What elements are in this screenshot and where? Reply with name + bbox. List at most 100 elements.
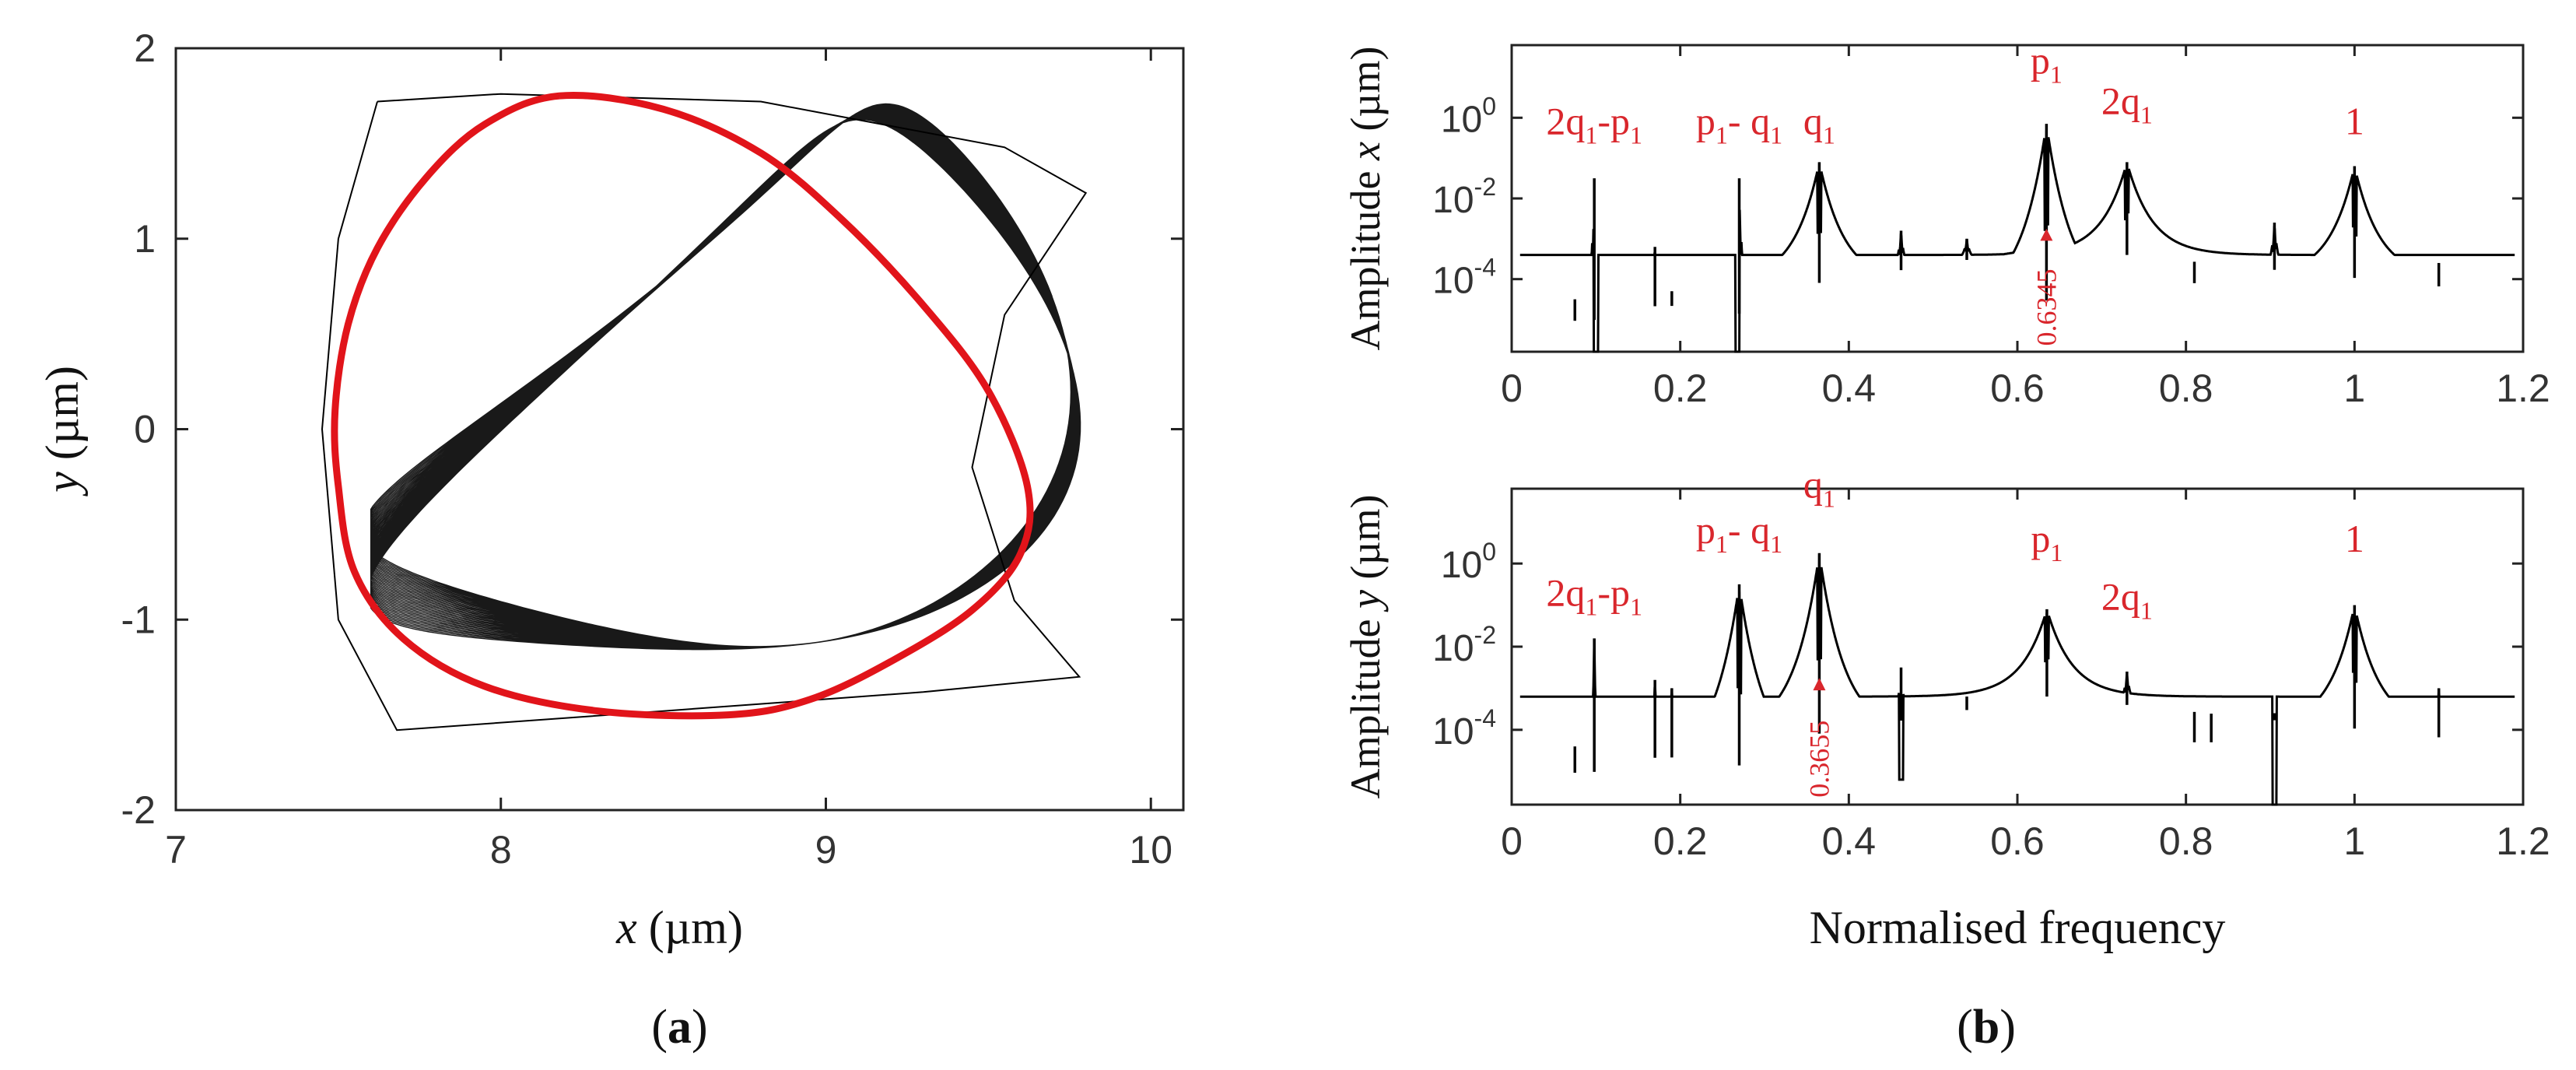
tick-base: 10 [1441, 545, 1482, 586]
y-tick-label: -2 [121, 788, 156, 832]
peak-annotation: p1 [2031, 517, 2063, 567]
trajectory-envelope [321, 93, 1088, 731]
ann-sub: 1 [1716, 530, 1728, 558]
ann-main: 2q [1546, 99, 1585, 142]
ann-sub: 1 [1823, 121, 1835, 149]
spectrum-frame [1510, 44, 2525, 353]
y-tick-label: 10-4 [1432, 254, 1496, 302]
x-tick-label: 0.6 [1990, 367, 2045, 410]
tick-base: 10 [1432, 711, 1474, 753]
ann-rest: - q [1728, 99, 1770, 142]
spectrum-line [1519, 130, 2515, 353]
tick-base: 10 [1441, 99, 1482, 140]
y-label-prefix: Amplitude [1342, 609, 1389, 798]
tick-exp: 0 [1482, 92, 1496, 120]
ann-sub2: 1 [1630, 592, 1642, 620]
y-label-var: y [1342, 590, 1389, 612]
ann-rest: - q [1728, 508, 1770, 552]
x-tick-label: 1.2 [2496, 819, 2550, 863]
ann-sub2: 1 [1770, 121, 1782, 149]
ann-sub2: 1 [1630, 121, 1642, 149]
peak-annotation: p1- q1 [1696, 99, 1782, 149]
ann-main: p [1696, 99, 1716, 142]
marker-value: 0.6345 [2031, 268, 2062, 346]
x-axis-label-frequency: Normalised frequency [1810, 902, 2226, 953]
y-label-var: x [1342, 142, 1389, 161]
panel-label-a: (a) [651, 1001, 707, 1054]
tick-base: 10 [1432, 628, 1474, 669]
x-tick-label: 0.6 [1990, 819, 2045, 863]
y-tick-label: 2 [134, 26, 156, 70]
x-tick-label: 0.2 [1653, 819, 1708, 863]
y-tick-label: 10-4 [1432, 704, 1496, 753]
tick-exp: -4 [1474, 704, 1496, 732]
peak-annotation: 2q1-p1 [1546, 570, 1642, 620]
x-tick-label: 10 [1129, 828, 1172, 872]
x-tick-label: 8 [490, 828, 512, 872]
ann-main: 2q [2101, 79, 2140, 123]
peak-annotation: 2q1 [2101, 79, 2153, 129]
periodic-orbit [331, 91, 1034, 720]
marker-value: 0.3655 [1803, 721, 1835, 798]
spectrum-frame [1510, 487, 2525, 806]
y-label-unit: (µm) [1342, 46, 1389, 142]
ann-main: 2q [2101, 575, 2140, 619]
x-axis-var: x [615, 902, 637, 953]
x-tick-label: 1 [2343, 367, 2365, 410]
y-tick-label: 10-2 [1432, 173, 1496, 221]
ann-sub: 1 [1585, 592, 1597, 620]
tick-base: 10 [1432, 180, 1474, 221]
x-tick-label: 0 [1501, 367, 1523, 410]
ann-main: 1 [2345, 517, 2364, 560]
x-tick-label: 0.2 [1653, 367, 1708, 410]
y-tick-label: 0 [134, 408, 156, 451]
ann-sub2: 1 [1770, 530, 1782, 558]
paren: ( [1957, 1001, 1973, 1054]
x-tick-label: 0.8 [2159, 367, 2213, 410]
x-tick-label: 1 [2343, 819, 2365, 863]
ann-sub: 1 [2140, 101, 2153, 129]
panel-letter: a [668, 1001, 692, 1054]
marker-triangle [1813, 678, 1826, 691]
peak-annotation: q1 [1803, 99, 1835, 149]
tick-exp: -2 [1474, 621, 1496, 649]
y-tick-label: 1 [134, 217, 156, 261]
marker-triangle [2040, 228, 2053, 241]
y-tick-label: 100 [1441, 538, 1496, 586]
paren: ) [1999, 1001, 2016, 1054]
ann-main: p [2031, 517, 2050, 560]
paren: ( [651, 1001, 668, 1054]
tick-exp: -2 [1474, 173, 1496, 201]
x-tick-label: 7 [165, 828, 187, 872]
x-axis-label: x (µm) [615, 902, 743, 953]
y-label-prefix: Amplitude [1342, 160, 1389, 350]
peak-annotation: p1 [2031, 39, 2063, 89]
ann-sub: 1 [2050, 539, 2063, 567]
tick-base: 10 [1432, 261, 1474, 302]
x-tick-label: 0.8 [2159, 819, 2213, 863]
y-label-unit: (µm) [1342, 494, 1389, 590]
spectrum-line [1519, 554, 2515, 806]
x-axis-unit: (µm) [637, 902, 743, 953]
panel-letter: b [1973, 1001, 1999, 1054]
ann-main: 2q [1546, 570, 1585, 614]
panel-label-b: (b) [1957, 1001, 2016, 1054]
peak-annotation: p1- q1 [1696, 508, 1782, 558]
ann-sub: 1 [1716, 121, 1728, 149]
ann-main: 1 [2345, 99, 2364, 142]
x-tick-label: 1.2 [2496, 367, 2550, 410]
ann-main: q [1803, 462, 1823, 506]
x-tick-label: 0.4 [1822, 367, 1877, 410]
ann-main: q [1803, 99, 1823, 142]
ann-sub: 1 [1823, 484, 1835, 512]
ann-main: p [1696, 508, 1716, 552]
ann-main: p [2031, 39, 2050, 82]
y-axis-label: y (µm) [37, 366, 88, 497]
peak-annotation: 2q1 [2101, 575, 2153, 625]
y-tick-label: -1 [121, 598, 156, 641]
ann-sub: 1 [1585, 121, 1597, 149]
